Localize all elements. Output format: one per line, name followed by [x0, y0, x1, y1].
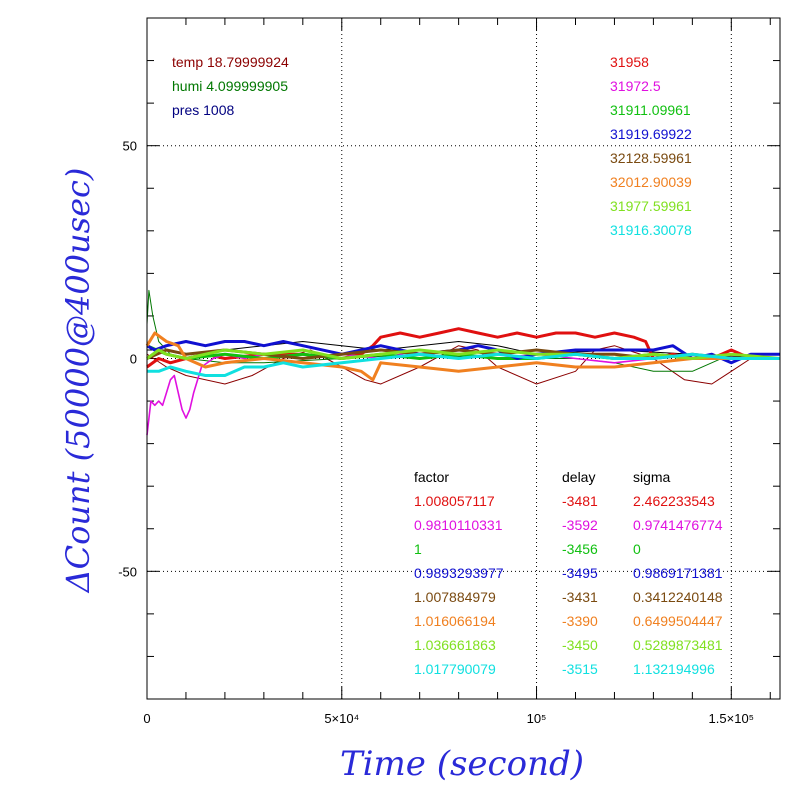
table-sigma: 2.462233543: [633, 493, 715, 509]
table-sigma: 0.5289873481: [633, 637, 723, 653]
x-tick-label: 0: [143, 711, 150, 726]
table-delay: -3390: [562, 613, 598, 629]
table-factor: 1.036661863: [414, 637, 496, 653]
plot-frame: [146, 17, 781, 700]
env-info-text: pres 1008: [172, 102, 234, 118]
y-tick-label: 0: [130, 352, 137, 367]
y-axis-title: ΔCount (50000@400usec): [59, 168, 97, 595]
series-line-10: [146, 348, 781, 360]
table-sigma: 0.6499504447: [633, 613, 723, 629]
count-value-text: 31919.69922: [610, 126, 692, 142]
series-line-11: [147, 352, 780, 377]
annotations: temp 18.79999924 humi 4.099999905 pres 100…: [172, 54, 723, 677]
series-layer: [145, 289, 781, 436]
table-header: factor: [414, 469, 449, 485]
table-delay: -3456: [562, 541, 598, 557]
table-factor: 1.008057117: [414, 493, 495, 509]
count-value-text: 31977.59961: [610, 198, 692, 214]
table-sigma: 0.9741476774: [633, 517, 723, 533]
table-factor: 0.9810110331: [414, 517, 503, 533]
env-info-text: temp 18.79999924: [172, 54, 289, 70]
count-value-text: 31911.09961: [610, 102, 691, 118]
x-axis-title: Time (second): [340, 744, 584, 784]
count-value-text: 32128.59961: [610, 150, 692, 166]
count-value-text: 31972.5: [610, 78, 661, 94]
count-value-text: 31958: [610, 54, 649, 70]
x-tick-label: 1.5×10⁵: [709, 711, 755, 726]
table-sigma: 0: [633, 541, 641, 557]
table-factor: 1: [414, 541, 422, 557]
table-delay: -3481: [562, 493, 598, 509]
count-value-text: 32012.90039: [610, 174, 692, 190]
table-delay: -3450: [562, 637, 598, 653]
x-tick-label: 5×10⁴: [324, 711, 359, 726]
x-tick-label: 10⁵: [527, 711, 547, 726]
table-header: sigma: [633, 469, 671, 485]
table-delay: -3431: [562, 589, 598, 605]
tick-labels: 0 5×10⁴ 10⁵ 1.5×10⁵ 50 0 -50: [118, 139, 754, 726]
axis-ticks: [147, 18, 780, 699]
y-tick-label: 50: [123, 139, 137, 154]
y-tick-label: -50: [118, 564, 137, 579]
series-line-9: [145, 331, 780, 382]
table-factor: 1.017790079: [414, 661, 496, 677]
count-value-text: 31916.30078: [610, 222, 692, 238]
table-factor: 1.007884979: [414, 589, 496, 605]
table-sigma: 0.3412240148: [633, 589, 723, 605]
table-sigma: 1.132194996: [633, 661, 715, 677]
table-delay: -3515: [562, 661, 598, 677]
table-sigma: 0.9869171381: [633, 565, 723, 581]
table-factor: 0.9893293977: [414, 565, 504, 581]
table-header: delay: [562, 469, 595, 485]
table-delay: -3495: [562, 565, 598, 581]
table-delay: -3592: [562, 517, 598, 533]
table-factor: 1.016066194: [414, 613, 496, 629]
env-info-text: humi 4.099999905: [172, 78, 288, 94]
